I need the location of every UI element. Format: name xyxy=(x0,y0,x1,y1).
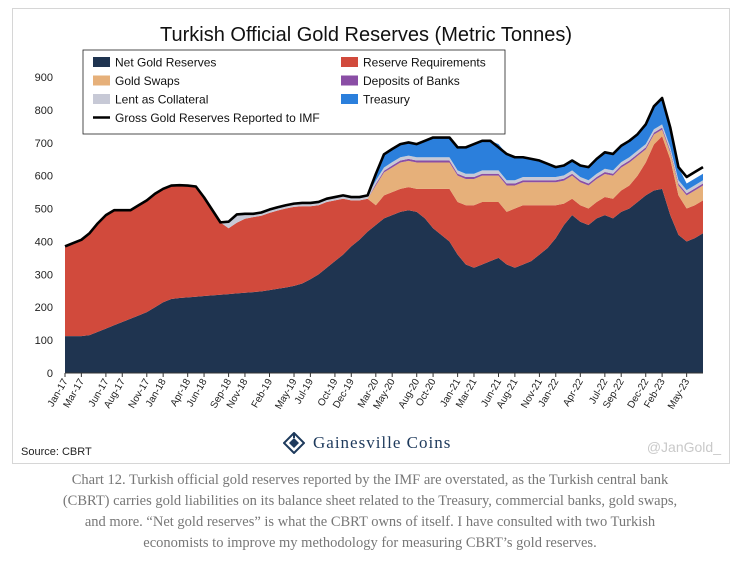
y-tick-label: 100 xyxy=(35,335,53,347)
x-tick-label: May-23 xyxy=(666,377,692,412)
chart-legend: Net Gold Reserves Reserve Requirements Gol… xyxy=(82,49,506,135)
area-gold-swaps xyxy=(65,129,703,248)
legend-swatch-net-gold-reserves xyxy=(93,57,110,67)
legend-swatch-deposits-of-banks xyxy=(341,75,358,86)
x-tick-label: Feb-19 xyxy=(250,377,276,410)
brand-name: Gainesville Coins xyxy=(313,433,452,452)
legend-label-gold-swaps: Gold Swaps xyxy=(115,74,180,88)
y-tick-label: 300 xyxy=(35,269,53,281)
legend-label-reserve-requirements: Reserve Requirements xyxy=(363,56,486,70)
area-reserve-requirements xyxy=(65,136,703,337)
y-tick-label: 400 xyxy=(35,236,53,248)
legend-swatch-lent-as-collateral xyxy=(93,94,110,104)
legend-label-treasury: Treasury xyxy=(363,93,410,107)
legend-label-lent-as-collateral: Lent as Collateral xyxy=(115,93,208,107)
y-tick-label: 800 xyxy=(35,105,53,117)
y-tick-label: 500 xyxy=(35,204,53,216)
chart-title: Turkish Official Gold Reserves (Metric T… xyxy=(160,24,572,46)
legend-box xyxy=(82,49,506,135)
legend-swatch-gold-swaps xyxy=(93,75,110,86)
line-gross-gold-reserves xyxy=(64,96,704,248)
legend-label-gross-gold-reserves: Gross Gold Reserves Reported to IMF xyxy=(115,111,320,125)
area-net-gold-reserves xyxy=(65,188,703,373)
x-tick-label: Apr-22 xyxy=(561,377,586,409)
y-tick-label: 700 xyxy=(35,138,53,150)
source-label: Source: CBRT xyxy=(21,446,92,458)
chart-caption: Chart 12. Turkish official gold reserves… xyxy=(62,472,678,551)
y-tick-label: 600 xyxy=(35,171,53,183)
y-tick-label: 900 xyxy=(35,72,53,84)
area-treasury xyxy=(65,98,703,248)
gainesville-coins-icon xyxy=(283,432,305,454)
y-tick-label: 200 xyxy=(35,302,53,314)
legend-swatch-treasury xyxy=(341,94,358,104)
author-handle: @JanGold_ xyxy=(646,439,721,455)
brand-logo: Gainesville Coins xyxy=(283,430,451,456)
chart-panel: Turkish Official Gold Reserves (Metric T… xyxy=(12,8,730,464)
legend-label-deposits-of-banks: Deposits of Banks xyxy=(363,74,460,88)
gold-reserves-chart: Turkish Official Gold Reserves (Metric T… xyxy=(35,24,704,412)
y-tick-label: 0 xyxy=(47,368,53,380)
legend-swatch-reserve-requirements xyxy=(341,57,358,67)
legend-label-net-gold-reserves: Net Gold Reserves xyxy=(115,56,216,70)
